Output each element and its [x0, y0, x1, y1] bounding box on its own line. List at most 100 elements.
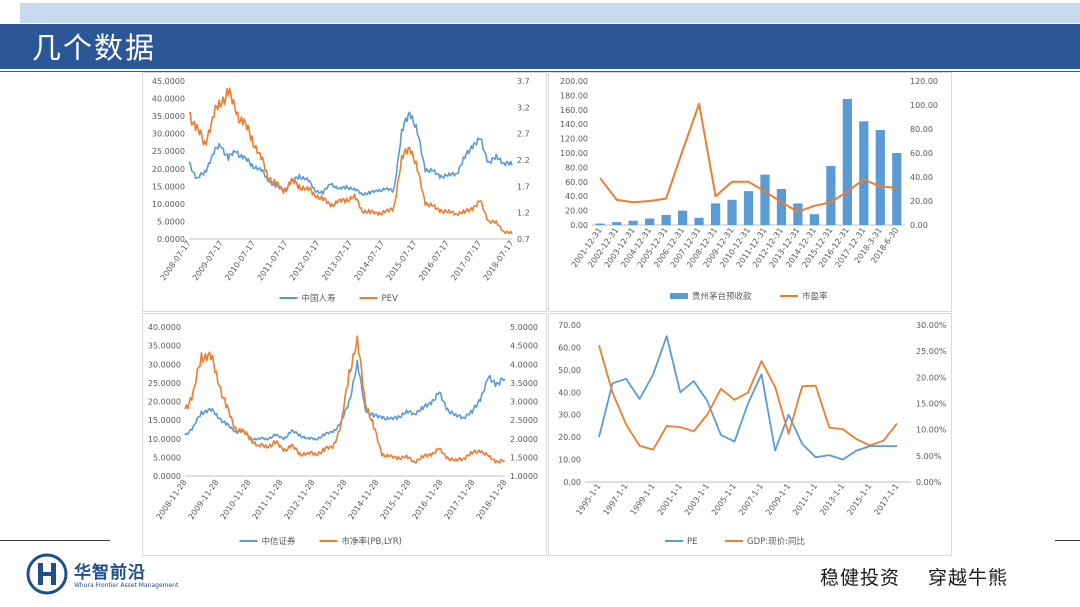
legend-label: GDP:现价:同比 — [747, 536, 805, 547]
legend-swatch — [670, 293, 688, 299]
y-right-tick-label: 5.00% — [916, 452, 942, 461]
y-right-tick-label: 2.2 — [517, 156, 530, 165]
x-tick-label: 2010-07-17 — [223, 239, 257, 282]
y-right-tick-label: 20.00 — [910, 197, 933, 206]
y-left-tick-label: 40.00 — [558, 388, 581, 397]
y-left-tick-label: 160.00 — [560, 106, 588, 115]
y-left-tick-label: 0.0000 — [157, 235, 185, 244]
y-left-tick-label: 20.0000 — [152, 165, 185, 174]
y-right-tick-label: 3.5000 — [510, 379, 538, 388]
bar — [595, 223, 605, 225]
chart-3: 40.0000 35.0000 30.0000 25.0000 20.0000 15.00… — [148, 323, 538, 547]
legend-label: 市净率(PB,LYR) — [342, 536, 403, 547]
y-left-tick-label: 200.00 — [560, 77, 588, 86]
legend-label: 中国人寿 — [302, 293, 337, 304]
y-left-tick-label: 40.00 — [565, 192, 588, 201]
y-left-tick-label: 15.0000 — [148, 416, 181, 425]
header-rule — [0, 71, 1080, 72]
company-name: 华智前沿 — [74, 563, 146, 583]
series-line-right — [598, 345, 898, 451]
y-left-tick-label: 25.0000 — [148, 379, 181, 388]
chart-panel-4: 70.00 60.00 50.00 40.00 30.00 20.00 10.00 0.00 3… — [548, 313, 952, 556]
y-right-tick-label: 2.0000 — [510, 435, 538, 444]
x-tick-label: 2009-1-1 — [764, 482, 792, 517]
y-right-tick-label: 4.0000 — [510, 360, 538, 369]
y-right-tick-label: 120.00 — [910, 77, 938, 86]
y-left-tick-label: 180.00 — [560, 91, 588, 100]
bar — [776, 189, 787, 225]
y-left-tick-label: 60.00 — [558, 343, 581, 352]
chart-2: 200.00 180.00 160.00 140.00 120.00 100.00 80.0… — [560, 77, 938, 302]
x-tick-label: 2018-11-28 — [475, 478, 509, 521]
series-line-left — [598, 335, 897, 461]
bar — [677, 210, 688, 225]
x-tick-label: 2017-07-17 — [449, 239, 483, 282]
bar — [892, 153, 902, 225]
chart-4: 70.00 60.00 50.00 40.00 30.00 20.00 10.00 0.00 3… — [558, 321, 947, 547]
x-tick-label: 2016-11-28 — [411, 478, 445, 521]
y-left-tick-label: 140.00 — [560, 120, 588, 129]
chart-1: 45.0000 40.0000 35.0000 30.0000 25.0000 20.00… — [152, 77, 530, 304]
header-top-stripe — [20, 3, 1080, 23]
bar — [760, 174, 770, 225]
x-tick-label: 2008-07-17 — [159, 239, 193, 282]
y-left-tick-label: 40.0000 — [152, 95, 185, 104]
y-left-tick-label: 5.0000 — [157, 217, 185, 226]
x-tick-label: 2001-1-1 — [656, 482, 684, 517]
y-left-tick-label: 10.0000 — [148, 435, 181, 444]
y-left-tick-label: 120.00 — [560, 135, 588, 144]
y-left-tick-label: 20.00 — [565, 207, 588, 216]
y-right-tick-label: 20.00% — [916, 373, 947, 382]
y-left-tick-label: 45.0000 — [152, 77, 185, 86]
bar — [612, 222, 622, 225]
y-right-tick-label: 10.00% — [916, 426, 947, 435]
x-tick-label: 1995-1-1 — [574, 482, 602, 517]
chart-panel-1: 45.0000 40.0000 35.0000 30.0000 25.0000 20.00… — [142, 72, 547, 312]
x-tick-label: 2017-11-28 — [443, 478, 477, 521]
slogan-right: 穿越牛熊 — [928, 567, 1009, 589]
x-tick-label: 2017-1-1 — [872, 482, 900, 517]
x-tick-label: 2012-07-17 — [288, 239, 322, 282]
slogan: 稳健投资 穿越牛熊 — [820, 563, 1036, 590]
bar — [661, 214, 671, 225]
bar — [793, 203, 803, 225]
company-name-en: Whura Frontier Asset Management — [74, 582, 179, 589]
y-left-tick-label: 50.00 — [558, 366, 581, 375]
bar — [859, 121, 869, 225]
y-right-tick-label: 1.7 — [517, 182, 530, 191]
bar — [743, 191, 754, 225]
y-left-tick-label: 100.00 — [560, 149, 588, 158]
bar — [842, 99, 852, 225]
y-left-tick-label: 5.0000 — [153, 453, 181, 462]
bar — [628, 220, 638, 225]
bar — [875, 129, 885, 225]
series-line-left — [188, 111, 513, 196]
y-left-tick-label: 0.00 — [563, 478, 581, 487]
x-tick-label: 2007-1-1 — [737, 482, 765, 517]
bar — [645, 218, 655, 225]
x-tick-label: 2015-1-1 — [845, 482, 873, 517]
chart-panel-2: 200.00 180.00 160.00 140.00 120.00 100.00 80.0… — [548, 72, 952, 312]
x-tick-label: 2015-07-17 — [385, 239, 419, 282]
y-left-tick-label: 25.0000 — [152, 147, 185, 156]
bar — [727, 199, 737, 225]
y-right-tick-label: 2.5000 — [510, 416, 538, 425]
y-left-tick-label: 20.00 — [558, 433, 581, 442]
y-right-tick-label: 3.7 — [517, 77, 530, 86]
x-tick-label: 2018-07-17 — [482, 239, 516, 282]
x-tick-label: 2013-11-28 — [315, 478, 349, 521]
x-tick-label: 2015-11-28 — [379, 478, 413, 521]
y-right-tick-label: 3.0000 — [510, 398, 538, 407]
bar — [710, 203, 721, 225]
x-tick-label: 2009-11-28 — [187, 478, 221, 521]
x-tick-label: 1999-1-1 — [629, 482, 657, 517]
x-tick-label: 2014-07-17 — [352, 239, 386, 282]
x-tick-label: 2003-1-1 — [683, 482, 711, 517]
y-left-tick-label: 20.0000 — [148, 398, 181, 407]
y-right-tick-label: 100.00 — [910, 101, 938, 110]
y-right-tick-label: 30.00% — [916, 321, 947, 330]
y-left-tick-label: 10.00 — [558, 456, 581, 465]
slogan-left: 稳健投资 — [820, 567, 901, 589]
x-tick-label: 2011-1-1 — [791, 482, 819, 517]
bar — [826, 165, 836, 225]
